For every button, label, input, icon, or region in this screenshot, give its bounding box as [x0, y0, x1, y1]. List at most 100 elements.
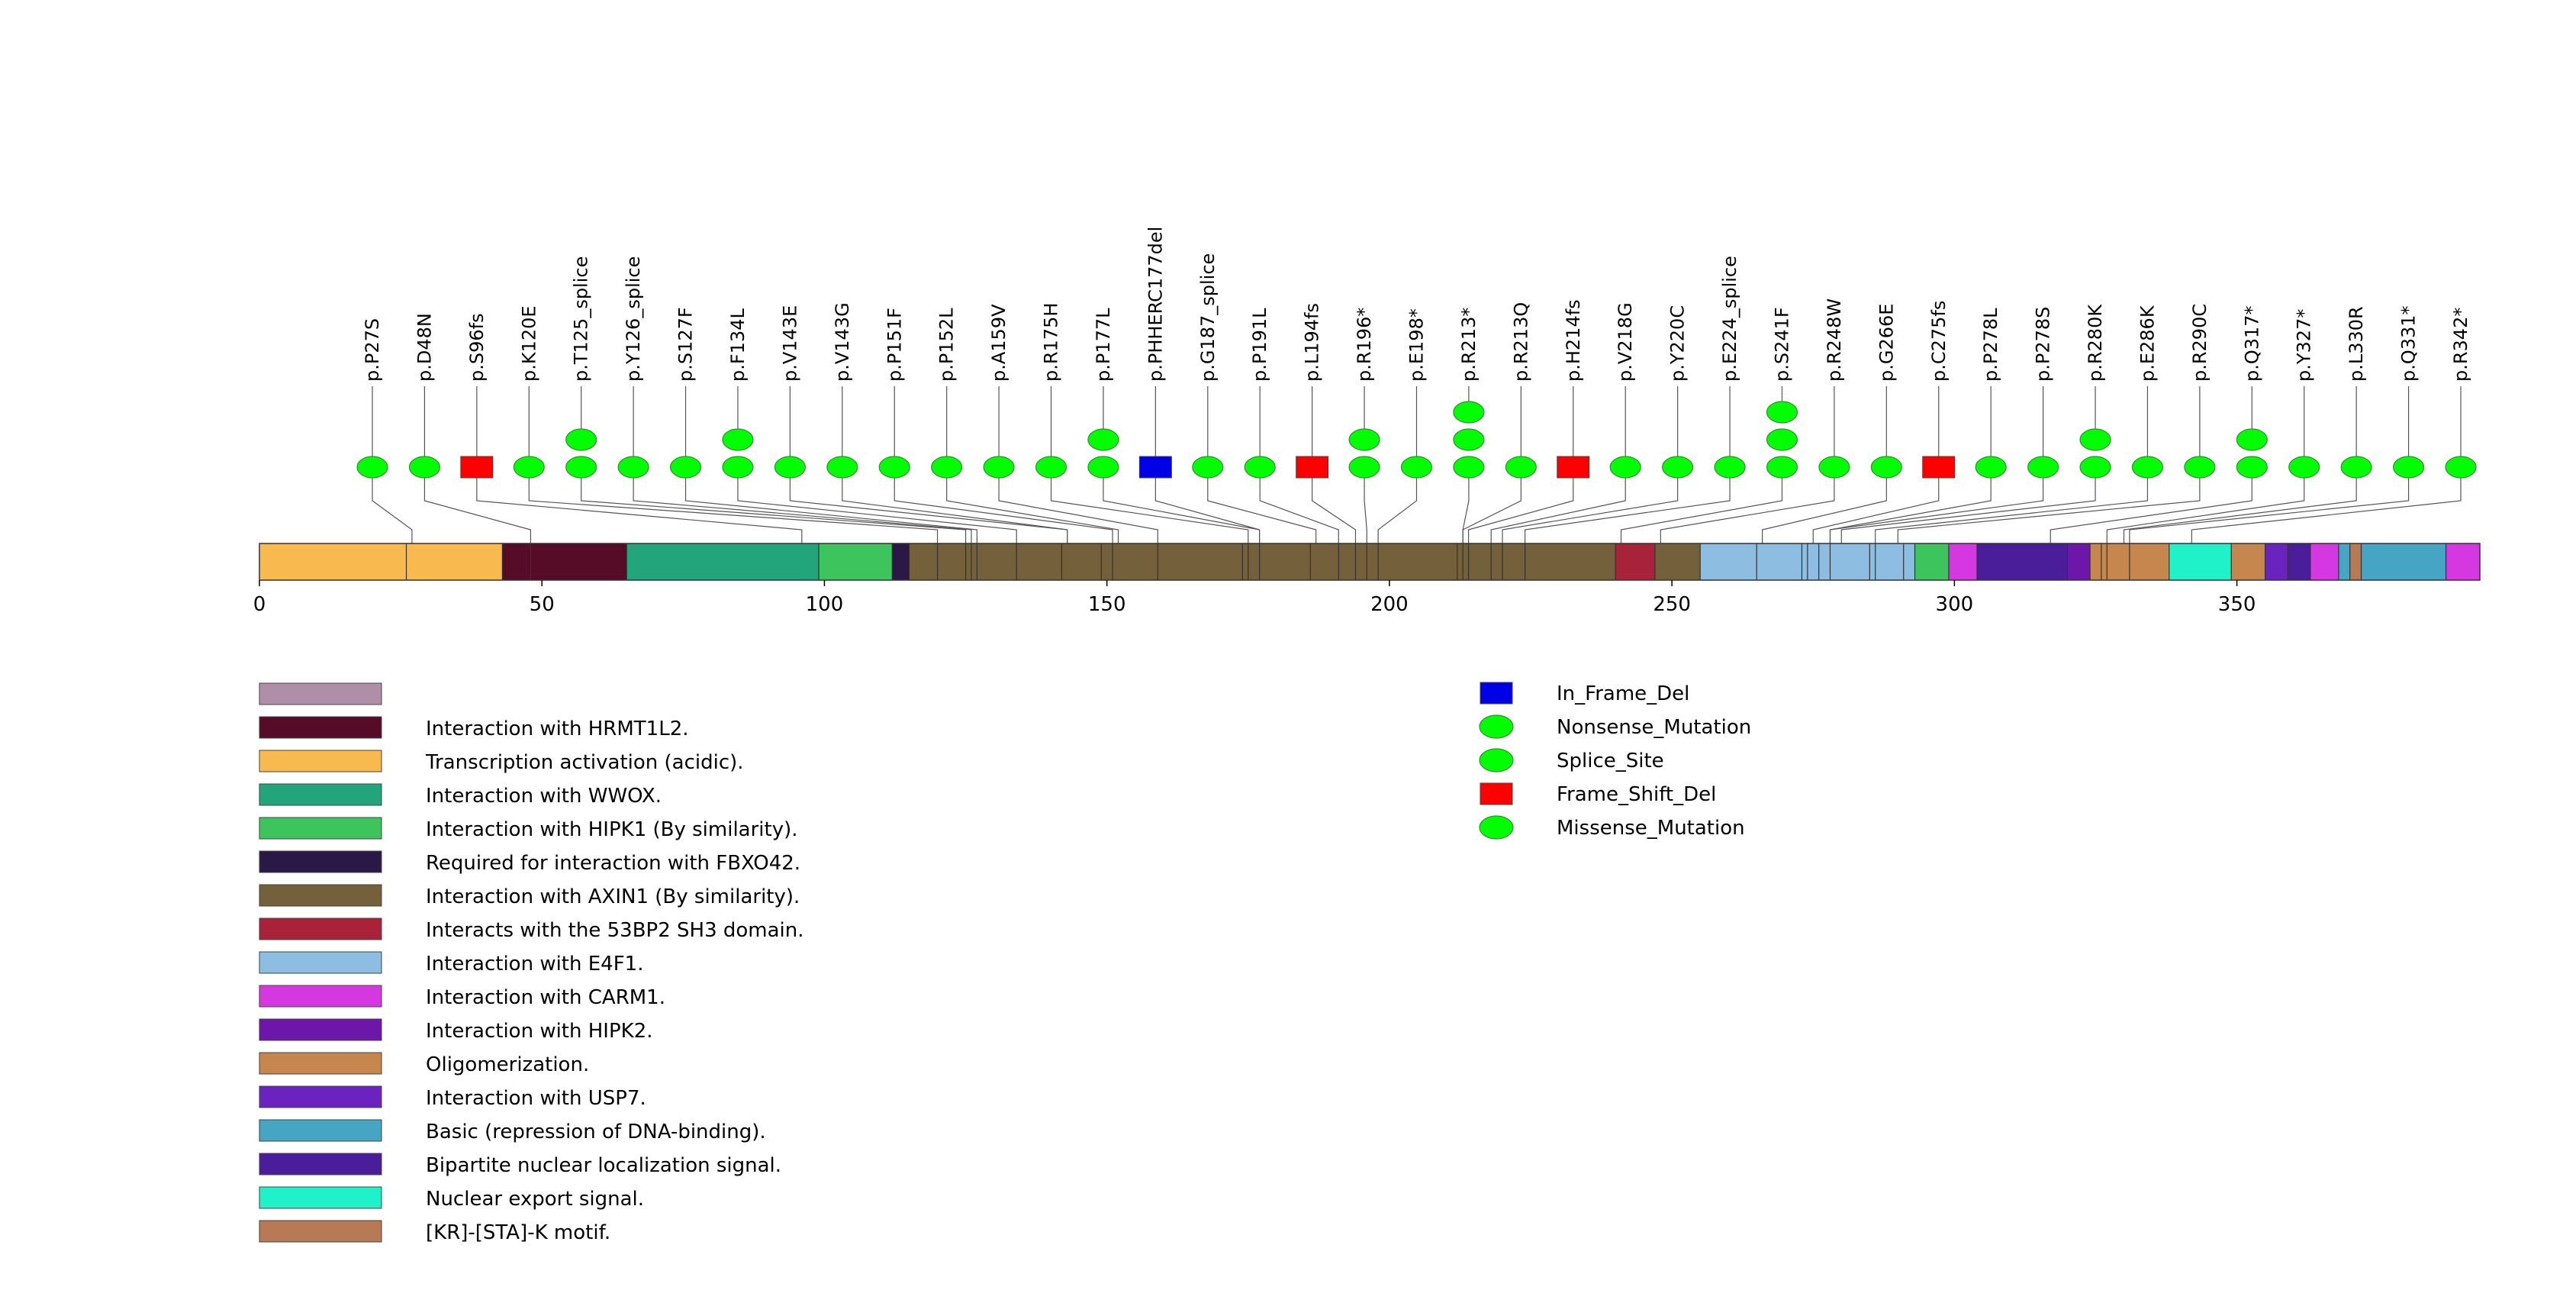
domain-segment [2446, 543, 2480, 580]
mutation-label: p.V143E [779, 305, 800, 382]
mutation-marker-ellipse [1453, 428, 1485, 451]
domain-segment [819, 543, 893, 580]
mutation-connector [372, 478, 413, 543]
mutation-connector [1812, 478, 1940, 543]
mutation-connector [946, 478, 1119, 543]
mutation-label: p.R196* [1354, 308, 1375, 382]
legend-label: Frame_Shift_Del [1557, 783, 1716, 806]
mutation-connector [1897, 478, 2201, 543]
mutation-marker-ellipse [1087, 428, 1119, 451]
domain-segment [892, 543, 910, 580]
legend-label: Bipartite nuclear localization signal. [426, 1154, 781, 1177]
legend-swatch [259, 850, 382, 873]
mutation-connector [1829, 478, 1992, 543]
axis-tick-label: 150 [1088, 593, 1126, 616]
mutation-marker-ellipse [1609, 456, 1641, 479]
mutation-marker-ellipse [1818, 456, 1850, 479]
mutation-marker-ellipse [513, 456, 545, 479]
mutation-label: p.P191L [1249, 308, 1270, 382]
mutation-label: p.D48N [414, 313, 435, 382]
legend-label: Transcription activation (acidic). [425, 751, 744, 774]
mutation-connector [2106, 478, 2305, 543]
legend-marker-ellipse [1479, 714, 1514, 739]
mutation-label: p.C275fs [1928, 301, 1950, 382]
mutation-connector [894, 478, 1113, 543]
mutation-marker-ellipse [1662, 456, 1694, 479]
legend-marker-ellipse [1479, 815, 1514, 840]
mutation-label: p.P278L [1980, 308, 2001, 382]
mutation-connector [1502, 478, 1679, 543]
mutation-connector [1207, 478, 1317, 543]
mutation-connector [1377, 478, 1418, 543]
domain-segment [2338, 543, 2350, 580]
mutation-marker-ellipse [1453, 401, 1485, 424]
protein-track [259, 543, 2481, 581]
mutation-marker-ellipse [878, 456, 910, 479]
legend-label: In_Frame_Del [1557, 682, 1689, 705]
legend-label: Interaction with WWOX. [426, 785, 662, 808]
mutation-label: p.P27S [362, 318, 383, 382]
mutation-connector [1462, 478, 1521, 543]
legend-label: Missense_Mutation [1557, 817, 1745, 840]
mutation-connector [1467, 478, 1574, 543]
domain-segment [2361, 543, 2446, 580]
mutation-marker-ellipse [1453, 456, 1485, 479]
axis-tick-label: 100 [806, 593, 844, 616]
mutation-marker-ellipse [1505, 456, 1537, 479]
legend-label: Interaction with HIPK1 (By similarity). [426, 818, 798, 841]
mutation-label: p.L194fs [1302, 303, 1323, 382]
mutation-marker-ellipse [1348, 428, 1380, 451]
mutation-marker-ellipse [1400, 456, 1433, 479]
mutation-label: p.S127F [675, 307, 697, 382]
mutation-connector [1462, 478, 1470, 543]
mutation-label: p.F134L [727, 308, 749, 382]
mutation-labels: p.P27S p.D48N p.S96fs p.K120E p.T125_splice p… [362, 227, 2471, 382]
mutation-connector [684, 478, 977, 543]
mutation-label: p.R248W [1824, 298, 1845, 382]
mutation-label: p.Q317* [2241, 305, 2262, 382]
legend-swatch [259, 1119, 382, 1142]
mutation-marker-square [1922, 456, 1956, 479]
domain-segment [2310, 543, 2339, 580]
position-axis: 0 50 100 150 200 250 300 350 [253, 580, 2256, 616]
mutation-marker-ellipse [1766, 456, 1798, 479]
mutation-marker-square [1138, 456, 1172, 479]
mutation-connector [423, 478, 532, 543]
legend-swatch [259, 951, 382, 974]
mutation-connector [1312, 478, 1357, 543]
mutation-connector [998, 478, 1158, 543]
mutation-markers [356, 401, 2477, 479]
domain-segment [2231, 543, 2265, 580]
domain-segment [2265, 543, 2288, 580]
mutation-connector [842, 478, 1068, 543]
mutation-marker-ellipse [2392, 456, 2425, 479]
domain-segment [626, 543, 819, 580]
domain-segment [1976, 543, 2068, 580]
mutation-connector [1050, 478, 1249, 543]
legend-swatch [259, 1186, 382, 1209]
mutation-marker-ellipse [669, 456, 702, 479]
mutation-marker-ellipse [774, 456, 807, 479]
mutation-connector [633, 478, 972, 543]
legend-swatch [259, 884, 382, 907]
mutation-connector [1620, 478, 1783, 543]
mutation-label: p.H214fs [1563, 299, 1584, 382]
mutation-label: p.S241F [1771, 307, 1792, 382]
mutation-marker-ellipse [2079, 428, 2111, 451]
domain-segment [1654, 543, 1701, 580]
mutation-marker-ellipse [2079, 456, 2111, 479]
mutation-connector [2123, 478, 2357, 543]
legend-label: Interaction with E4F1. [426, 953, 643, 976]
mutation-marker-ellipse [1870, 456, 1902, 479]
mutation-label: p.PHHERC177del [1145, 227, 1166, 382]
legend-label: Interaction with AXIN1 (By similarity). [426, 885, 800, 908]
domain-segment [1948, 543, 1977, 580]
mutation-label: p.Y220C [1667, 305, 1689, 382]
legend-swatch [259, 1052, 382, 1075]
legend-swatch [259, 1153, 382, 1176]
mutation-label: p.P177L [1093, 308, 1114, 382]
mutation-marker-ellipse [2445, 456, 2477, 479]
mutation-connector [1762, 478, 1887, 543]
legend-marker-ellipse [1479, 748, 1514, 772]
mutation-connector [2129, 478, 2410, 543]
